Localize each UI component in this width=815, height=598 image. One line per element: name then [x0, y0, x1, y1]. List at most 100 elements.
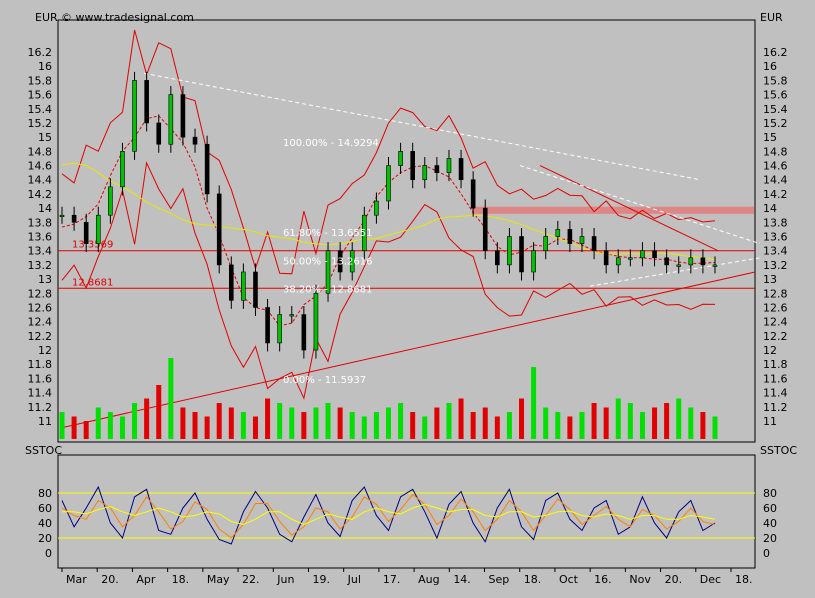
- x-tick-label: 19.: [312, 573, 330, 586]
- candle-body: [495, 250, 500, 266]
- x-tick-label: 18.: [524, 573, 542, 586]
- candle-body: [132, 80, 137, 152]
- candle-body: [543, 236, 549, 251]
- osc-tick-label-right: 80: [763, 487, 777, 500]
- candle-body: [567, 229, 573, 244]
- candle-body: [95, 214, 101, 244]
- volume-bar: [216, 403, 222, 439]
- volume-bar: [107, 412, 113, 439]
- y-tick-label-right: 14.8: [763, 145, 788, 158]
- candle-body: [398, 151, 403, 166]
- volume-bar: [180, 407, 186, 439]
- candle-body: [507, 236, 512, 266]
- y-tick-label-right: 13.8: [763, 216, 788, 229]
- volume-bar: [494, 416, 500, 439]
- volume-bar: [144, 398, 150, 439]
- y-tick-label-right: 11: [763, 415, 777, 428]
- volume-bar: [531, 367, 537, 439]
- candle-body: [277, 314, 282, 344]
- y-tick-label-left: 13.2: [28, 259, 53, 272]
- volume-bar: [337, 407, 343, 439]
- volume-bar: [289, 407, 295, 439]
- x-tick-label: 16.: [594, 573, 612, 586]
- trendlines: [59, 72, 761, 429]
- y-tick-label-left: 15.8: [28, 74, 53, 87]
- volume-bar: [446, 403, 452, 439]
- volume-bar: [700, 412, 706, 439]
- volume-bar: [458, 398, 464, 439]
- y-tick-label-right: 13.6: [763, 231, 788, 244]
- triangle-upper-line: [519, 165, 761, 245]
- candle-body: [168, 94, 174, 145]
- copyright-label: © www.tradesignal.com: [61, 11, 194, 24]
- osc-tick-label-left: 20: [38, 532, 52, 545]
- candle-body: [422, 165, 428, 181]
- candle-body: [265, 307, 270, 344]
- x-tick-label: 17.: [383, 573, 401, 586]
- volume-bar: [71, 416, 77, 439]
- candle-body: [83, 222, 89, 244]
- y-tick-label-right: 15.8: [763, 74, 788, 87]
- y-tick-label-left: 12.6: [28, 301, 53, 314]
- volume-bar: [422, 416, 428, 439]
- x-tick-label: May: [207, 573, 230, 586]
- candle-body: [108, 186, 113, 216]
- candle-body: [386, 165, 391, 202]
- candle-body: [374, 200, 379, 216]
- volume-bar: [712, 416, 718, 439]
- fibonacci-labels: 100.00% - 14.9294 61.80% - 13.6551 50.00% …: [283, 138, 379, 386]
- volume-bar: [519, 398, 525, 439]
- x-tick-label: Apr: [136, 573, 156, 586]
- candle-body: [458, 158, 464, 181]
- y-tick-label-right: 11.4: [763, 387, 788, 400]
- volume-bar: [591, 403, 597, 439]
- x-tick-label: 20.: [101, 573, 119, 586]
- candle-body: [204, 143, 210, 195]
- bollinger-bands: [61, 29, 716, 400]
- candle-body: [120, 151, 125, 188]
- price-panel-frame: [57, 19, 756, 443]
- volume-bar: [252, 416, 258, 439]
- lower-band: [61, 161, 716, 400]
- x-tick-label: Nov: [629, 573, 651, 586]
- y-tick-label-left: 12.2: [28, 330, 53, 343]
- volume-bar: [95, 407, 101, 439]
- y-tick-label-right: 12.2: [763, 330, 788, 343]
- candle-body: [700, 257, 706, 266]
- candle-body: [470, 179, 476, 209]
- candle-body: [712, 264, 718, 267]
- y-tick-label-left: 15.2: [28, 117, 53, 130]
- y-tick-label-left: 14: [38, 202, 52, 215]
- y-tick-label-left: 13.4: [28, 245, 53, 258]
- candle-body: [180, 94, 186, 138]
- volume-bar: [59, 412, 65, 439]
- candle-body: [71, 214, 77, 223]
- x-tick-label: Aug: [418, 573, 439, 586]
- y-tick-label-left: 12.8: [28, 287, 53, 300]
- resistance-trendline: [539, 165, 719, 252]
- candle-body: [289, 314, 295, 317]
- volume-bar: [543, 407, 549, 439]
- y-tick-label-left: 11: [38, 415, 52, 428]
- volume-bar: [301, 412, 307, 439]
- osc-tick-label-right: 60: [763, 502, 777, 515]
- volume-bar: [192, 412, 198, 439]
- upper-band: [61, 29, 716, 275]
- x-tick-label: Sep: [489, 573, 510, 586]
- candle-body: [664, 257, 669, 266]
- osc-tick-label-left: 80: [38, 487, 52, 500]
- candle-body: [362, 214, 367, 251]
- y-tick-label-right: 13: [763, 273, 777, 286]
- y-tick-label-left: 14.4: [28, 174, 53, 187]
- candle-body: [628, 257, 633, 260]
- y-tick-label-right: 11.2: [763, 401, 788, 414]
- candle-body: [615, 257, 621, 266]
- volume-bar: [228, 407, 234, 439]
- candle-body: [253, 271, 258, 308]
- y-tick-label-right: 15.4: [763, 103, 788, 116]
- support-trendline: [59, 271, 756, 429]
- oscillator-axis: 80 80 60 60 40 40 20 20 0 0: [38, 487, 777, 560]
- volume-bar: [168, 358, 174, 439]
- volume-bar: [688, 407, 694, 439]
- currency-label-right: EUR: [760, 11, 783, 24]
